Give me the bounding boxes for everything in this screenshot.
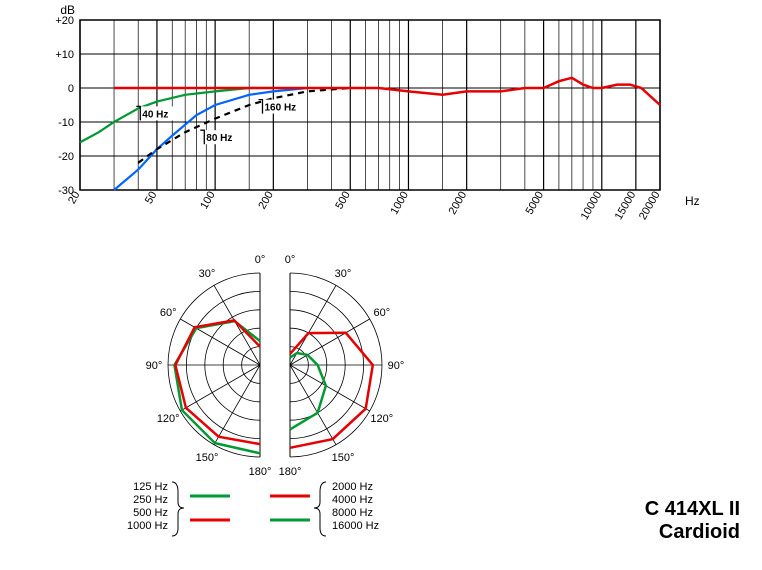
polar-pattern-chart: 180° 150° 120° 90° 60° 30° 0° 180° 150° 120° 90° 60… — [0, 230, 762, 490]
legend-right-label: 2000 Hz — [332, 481, 373, 493]
polar-spoke — [290, 365, 336, 445]
brace-icon — [314, 482, 326, 536]
product-title-line1: C 414XL II — [645, 498, 740, 520]
polar-spoke — [214, 365, 260, 445]
curve-main — [114, 78, 660, 105]
legend-left-label: 1000 Hz — [127, 520, 168, 532]
callout-40hz: 40 Hz — [142, 109, 168, 120]
frequency-response-chart: dB-30-20-100+10+202050100200500100020005… — [0, 0, 762, 230]
x-tick-label: 20000 — [637, 190, 663, 222]
polar-angle-label: 150° — [196, 452, 219, 464]
x-tick-label: 200 — [256, 190, 276, 212]
y-tick-label: +10 — [55, 49, 74, 61]
x-tick-label: 50 — [143, 190, 160, 207]
callout-160hz: 160 Hz — [264, 103, 296, 114]
legend-and-title: 125 Hz250 Hz500 Hz1000 Hz 2000 Hz4000 Hz8… — [0, 480, 762, 570]
polar-spoke — [290, 365, 370, 411]
polar-spoke — [180, 319, 260, 365]
legend-left-label: 250 Hz — [133, 494, 168, 506]
polar-angle-label: 60° — [373, 307, 390, 319]
x-tick-label: 100 — [198, 190, 218, 212]
x-tick-label: 2000 — [447, 190, 470, 217]
x-tick-label: 500 — [333, 190, 353, 212]
legend-left-label: 500 Hz — [133, 507, 168, 519]
polar-angle-label: 150° — [332, 452, 355, 464]
callout-80hz: 80 Hz — [206, 133, 232, 144]
polar-angle-label: 120° — [370, 413, 393, 425]
polar-spoke — [214, 285, 260, 365]
polar-angle-label: 120° — [157, 413, 180, 425]
polar-spoke — [180, 365, 260, 411]
legend-right-label: 4000 Hz — [332, 494, 373, 506]
x-tick-label: 15000 — [613, 190, 639, 222]
x-tick-label: 1000 — [388, 190, 411, 217]
polar-angle-label: 30° — [335, 268, 352, 280]
polar-angle-label: 0° — [255, 254, 266, 266]
polar-angle-label: 60° — [160, 307, 177, 319]
polar-right-red — [290, 333, 373, 448]
legend-right-label: 8000 Hz — [332, 507, 373, 519]
polar-angle-label: 0° — [285, 254, 296, 266]
polar-angle-label: 90° — [146, 360, 163, 372]
x-axis-label: Hz — [685, 194, 700, 208]
polar-angle-label: 180° — [279, 466, 302, 478]
y-tick-label: -10 — [58, 117, 74, 129]
polar-angle-label: 30° — [199, 268, 216, 280]
y-tick-label: +20 — [55, 15, 74, 27]
y-tick-label: -20 — [58, 151, 74, 163]
x-tick-label: 10000 — [579, 190, 605, 222]
legend-left-label: 125 Hz — [133, 481, 168, 493]
brace-icon — [172, 482, 184, 536]
polar-angle-label: 90° — [388, 360, 405, 372]
product-title-line2: Cardioid — [659, 521, 740, 543]
plot-border — [80, 20, 660, 190]
y-tick-label: 0 — [68, 83, 74, 95]
callout-80hz-tick — [200, 130, 204, 144]
legend-right-label: 16000 Hz — [332, 520, 379, 532]
x-tick-label: 5000 — [524, 190, 547, 217]
polar-angle-label: 180° — [249, 466, 272, 478]
